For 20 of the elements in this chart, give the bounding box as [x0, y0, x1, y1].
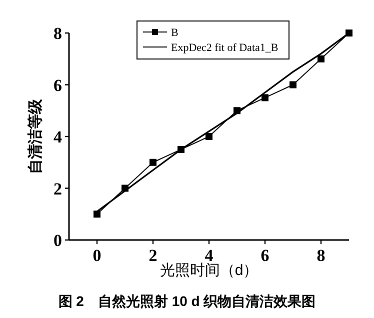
legend-label: ExpDec2 fit of Data1_B [171, 42, 278, 54]
x-tick-label: 0 [92, 246, 102, 265]
point [206, 133, 212, 140]
legend-label: B [171, 27, 178, 39]
point [262, 94, 268, 102]
point [318, 55, 324, 62]
y-axis-title: 自清洁等级 [27, 98, 44, 174]
x-tick-label: 8 [316, 246, 326, 265]
y-tick-label: 2 [54, 179, 62, 198]
y-tick-label: 0 [54, 231, 62, 250]
y-tick-label: 4 [54, 128, 62, 146]
y-tick-label: 8 [54, 24, 62, 43]
text: 图 2 自然光照射 10 d 织物自清洁效果图 [58, 293, 316, 309]
point [150, 158, 156, 166]
x-axis-title: 光照时间（d） [160, 262, 258, 279]
point [94, 210, 100, 218]
point [290, 81, 296, 88]
x-tick-label: 2 [148, 246, 158, 265]
y-tick-label: 6 [54, 76, 62, 95]
x-tick-label: 6 [260, 246, 270, 265]
